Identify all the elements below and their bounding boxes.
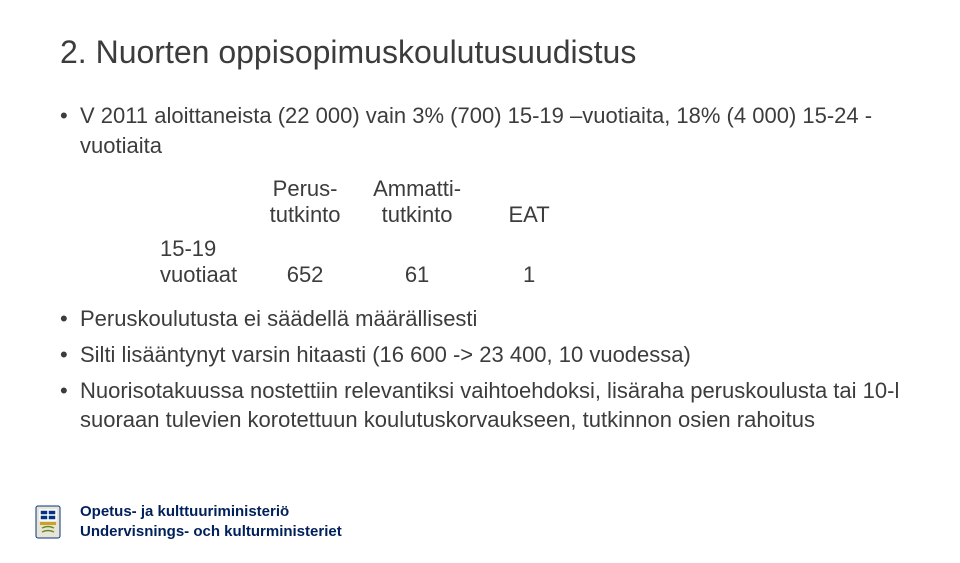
bullet-list: V 2011 aloittaneista (22 000) vain 3% (7… xyxy=(60,101,900,160)
table-cell: 1 xyxy=(489,232,597,292)
footer-text: Opetus- ja kulttuuriministeriö Undervisn… xyxy=(80,502,342,541)
footer-line1: Opetus- ja kulttuuriministeriö xyxy=(80,502,342,522)
data-table: Perus- tutkinto Ammatti- tutkinto EAT 15… xyxy=(160,172,900,292)
table-header-cell: EAT xyxy=(489,172,597,232)
table-cell: 61 xyxy=(373,232,489,292)
slide: 2. Nuorten oppisopimuskoulutusuudistus V… xyxy=(0,0,960,563)
footer-line2: Undervisnings- och kulturministeriet xyxy=(80,522,342,542)
table-cell: 652 xyxy=(265,232,373,292)
table-header-cell: Ammatti- tutkinto xyxy=(373,172,489,232)
table-header-row: Perus- tutkinto Ammatti- tutkinto EAT xyxy=(160,172,597,232)
table-row: 15-19 vuotiaat 652 61 1 xyxy=(160,232,597,292)
table-header-cell xyxy=(160,172,265,232)
table-header-cell: Perus- tutkinto xyxy=(265,172,373,232)
footer: Opetus- ja kulttuuriministeriö Undervisn… xyxy=(30,502,342,541)
bullet-item: Silti lisääntynyt varsin hitaasti (16 60… xyxy=(60,340,900,370)
bullet-item: Nuorisotakuussa nostettiin relevantiksi … xyxy=(60,376,900,435)
bullet-list: Peruskoulutusta ei säädellä määrällisest… xyxy=(60,304,900,435)
slide-title: 2. Nuorten oppisopimuskoulutusuudistus xyxy=(60,34,900,71)
bullet-item: Peruskoulutusta ei säädellä määrällisest… xyxy=(60,304,900,334)
table-cell-label: 15-19 vuotiaat xyxy=(160,232,265,292)
bullet-item: V 2011 aloittaneista (22 000) vain 3% (7… xyxy=(60,101,900,160)
ministry-logo-icon xyxy=(30,504,66,540)
